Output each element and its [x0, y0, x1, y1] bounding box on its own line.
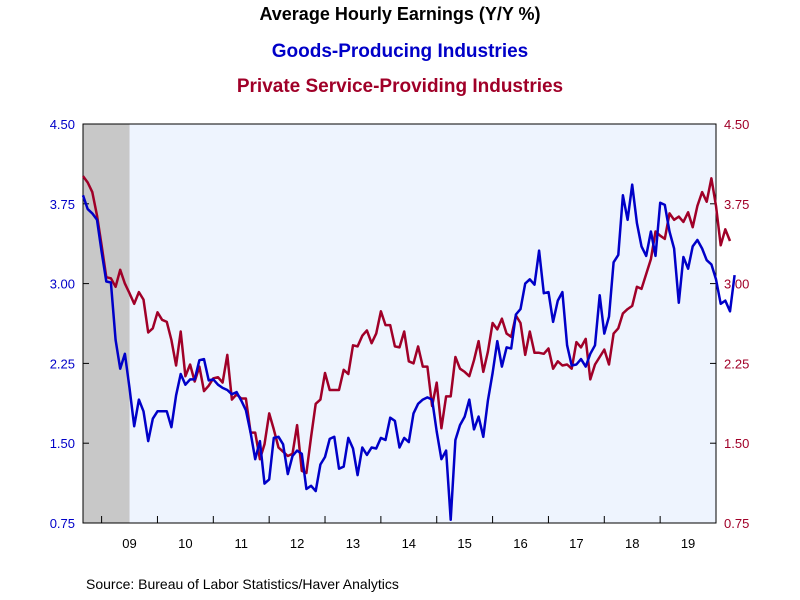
- x-tick-label: 10: [178, 536, 192, 551]
- y-tick-label-left: 4.50: [50, 117, 75, 132]
- x-tick-label: 14: [402, 536, 416, 551]
- x-tick-label: 15: [457, 536, 471, 551]
- y-tick-label-right: 4.50: [724, 117, 749, 132]
- goods-series-line: [81, 183, 736, 522]
- recession-shading: [83, 124, 130, 523]
- y-tick-label-right: 3.00: [724, 277, 749, 292]
- x-tick-label: 12: [290, 536, 304, 551]
- services-series-line: [81, 175, 732, 475]
- y-tick-label-right: 3.75: [724, 197, 749, 212]
- x-tick-label: 17: [569, 536, 583, 551]
- y-tick-label-left: 3.00: [50, 277, 75, 292]
- y-tick-label-right: 0.75: [724, 516, 749, 531]
- y-tick-label-left: 3.75: [50, 197, 75, 212]
- y-tick-label-right: 2.25: [724, 356, 749, 371]
- y-tick-label-right: 1.50: [724, 436, 749, 451]
- series-label-services: Private Service-Providing Industries: [236, 76, 564, 97]
- y-tick-label-left: 1.50: [50, 436, 75, 451]
- plot-area: [83, 124, 716, 523]
- series-label-goods: Goods-Producing Industries: [271, 41, 529, 62]
- y-tick-label-left: 0.75: [50, 516, 75, 531]
- x-tick-label: 18: [625, 536, 639, 551]
- x-tick-label: 11: [234, 536, 248, 551]
- y-tick-label-left: 2.25: [50, 356, 75, 371]
- x-tick-label: 13: [346, 536, 360, 551]
- x-tick-label: 09: [122, 536, 136, 551]
- source-note: Source: Bureau of Labor Statistics/Haver…: [86, 576, 399, 592]
- plot-frame: [82, 123, 717, 524]
- x-tick-label: 19: [681, 536, 695, 551]
- chart-title: Average Hourly Earnings (Y/Y %): [259, 4, 541, 24]
- x-tick-label: 16: [513, 536, 527, 551]
